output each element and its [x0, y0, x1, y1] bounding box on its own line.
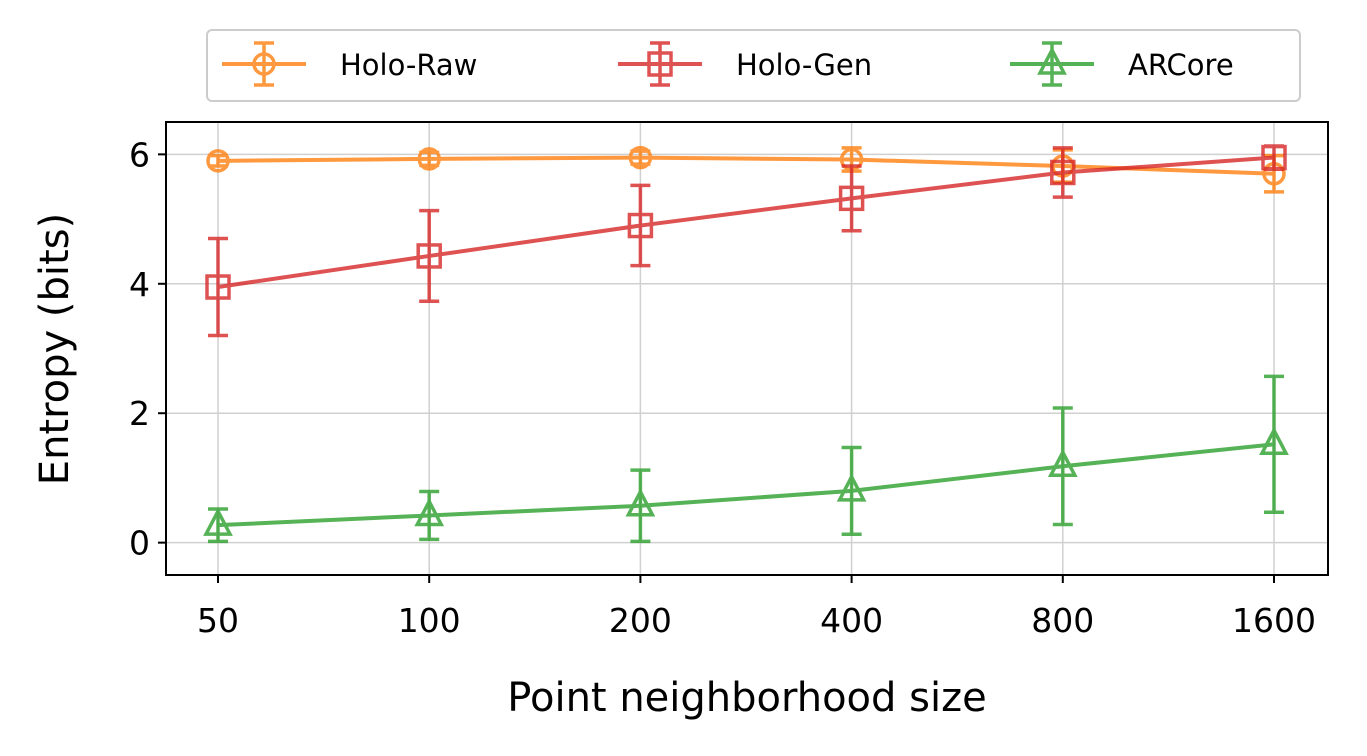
x-tick-label: 200: [609, 601, 672, 640]
x-tick-label: 1600: [1232, 601, 1316, 640]
grid: [166, 122, 1328, 575]
y-axis: 0 2 4 6: [129, 135, 166, 562]
legend-label: Holo-Raw: [340, 48, 477, 82]
x-tick-label: 100: [398, 601, 461, 640]
y-tick-label: 4: [129, 265, 150, 304]
plot-area-frame: [166, 122, 1328, 575]
x-tick-label: 400: [820, 601, 883, 640]
y-tick-label: 2: [129, 394, 150, 433]
y-axis-label: Entropy (bits): [32, 213, 78, 485]
series-arcore: [206, 376, 1286, 541]
x-axis-label: Point neighborhood size: [507, 675, 986, 721]
series-holo-gen: [207, 146, 1285, 336]
series-line: [218, 158, 1274, 174]
legend-label: ARCore: [1128, 48, 1234, 82]
series-line: [218, 158, 1274, 287]
plot-series: [206, 146, 1286, 541]
series-line: [218, 444, 1274, 525]
x-tick-label: 50: [197, 601, 239, 640]
x-axis: 50 100 200 400 800 1600: [197, 575, 1316, 640]
legend: Holo-Raw Holo-Gen ARCore: [207, 30, 1300, 101]
x-tick-label: 800: [1031, 601, 1094, 640]
legend-label: Holo-Gen: [736, 48, 872, 82]
y-tick-label: 0: [129, 524, 150, 563]
y-tick-label: 6: [129, 135, 150, 174]
